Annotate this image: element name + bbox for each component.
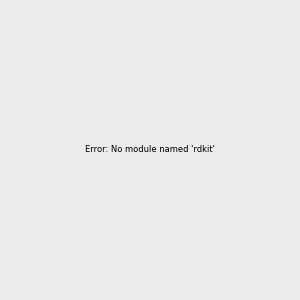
Text: Error: No module named 'rdkit': Error: No module named 'rdkit' [85, 146, 215, 154]
